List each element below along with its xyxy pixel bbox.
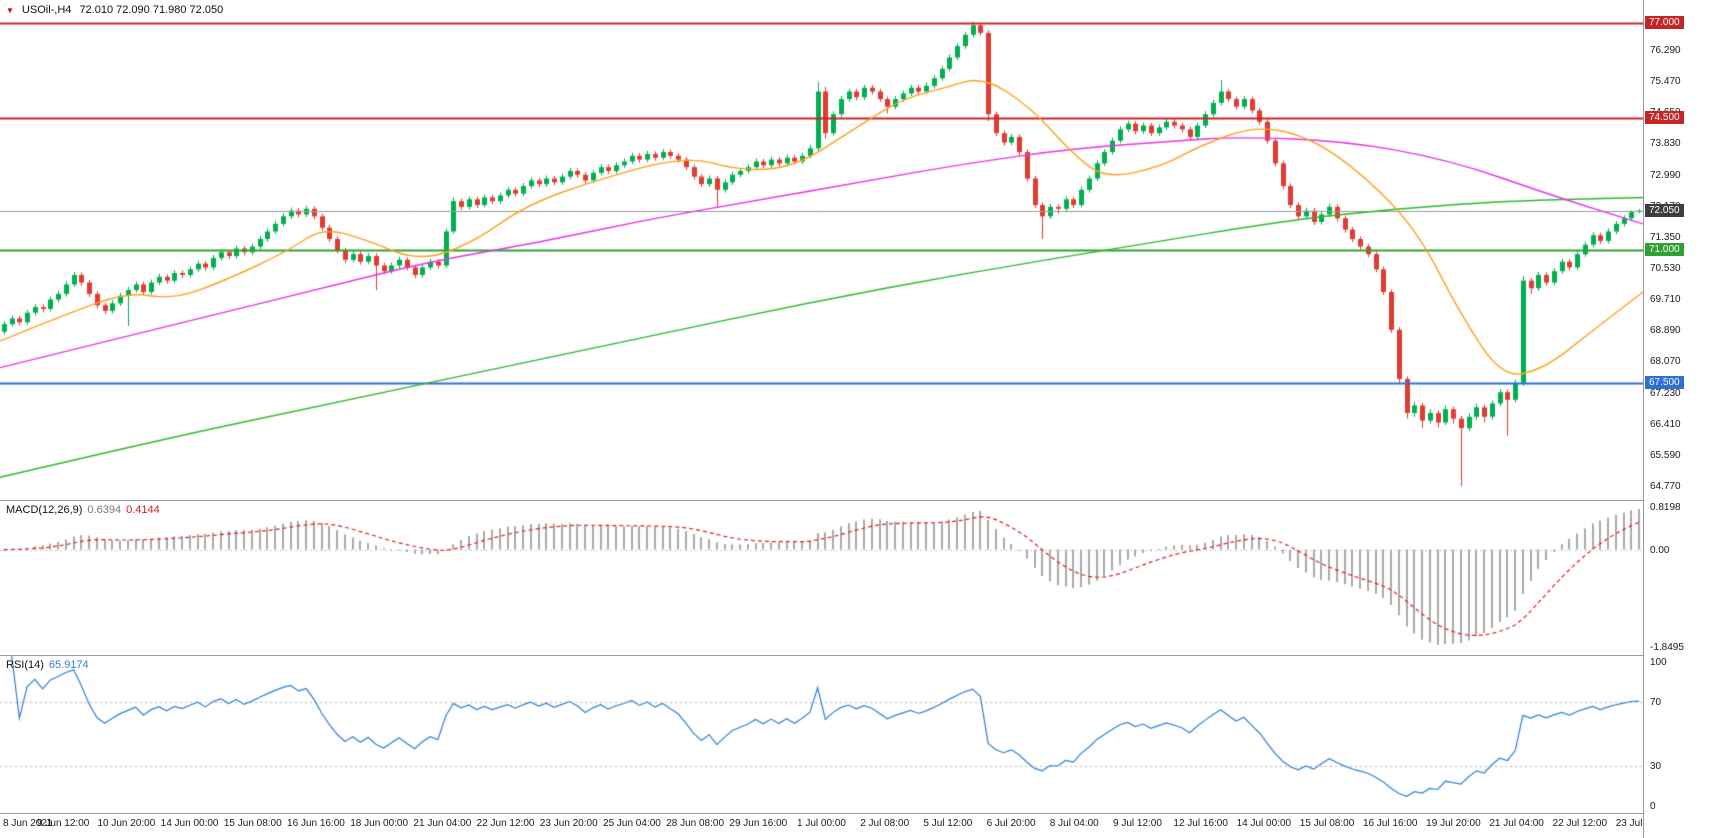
price-tick-label: 76.290 xyxy=(1650,45,1681,57)
time-label: 23 Jun 20:00 xyxy=(539,818,598,829)
macd-axis-label: -1.8495 xyxy=(1650,642,1684,654)
symbol-period-label: USOil-,H4 xyxy=(21,4,72,16)
macd-panel-canvas[interactable] xyxy=(0,500,1643,655)
macd-axis-label: 0.00 xyxy=(1650,544,1670,556)
symbol-marker-icon: ▼ xyxy=(6,5,14,15)
macd-main-value: 0.6394 xyxy=(87,504,122,516)
time-label: 9 Jun 12:00 xyxy=(37,818,90,829)
time-label: 8 Jul 04:00 xyxy=(1049,818,1099,829)
price-tick-label: 73.830 xyxy=(1650,138,1681,150)
time-label: 14 Jul 00:00 xyxy=(1236,818,1292,829)
rsi-panel-canvas[interactable] xyxy=(0,655,1643,813)
price-tick-label: 71.350 xyxy=(1650,232,1681,244)
time-label: 2 Jul 08:00 xyxy=(860,818,910,829)
rsi-value: 65.9174 xyxy=(48,659,89,671)
price-tick-label: 75.470 xyxy=(1650,76,1681,88)
macd-axis-label: 0.8198 xyxy=(1650,502,1681,513)
price-tick-label: 68.070 xyxy=(1650,356,1681,368)
time-label: 12 Jul 16:00 xyxy=(1173,818,1228,829)
macd-signal-value: 0.4144 xyxy=(126,504,160,516)
rsi-indicator-label: RSI(14) 65.9174 xyxy=(6,659,89,671)
price-level-badge: 72.050 xyxy=(1645,203,1684,217)
ohlc-values: 72.010 72.090 71.980 72.050 xyxy=(79,4,224,16)
time-label: 14 Jun 00:00 xyxy=(160,818,219,829)
time-label: 18 Jun 00:00 xyxy=(350,818,409,829)
rsi-axis-label: 70 xyxy=(1650,697,1662,709)
time-label: 16 Jun 16:00 xyxy=(287,818,345,829)
price-axis[interactable]: 0.8198 0.00 -1.8495 100 70 30 0 76.290 75.470 74.… xyxy=(1643,0,1723,838)
time-label: 22 Jun 12:00 xyxy=(476,818,535,829)
time-label: 19 Jul 20:00 xyxy=(1426,818,1481,829)
time-label: 15 Jul 08:00 xyxy=(1299,818,1355,829)
time-axis[interactable]: 8 Jun 2021 9 Jun 12:00 10 Jun 20:00 14 Jun … xyxy=(0,814,1670,838)
price-level-badge: 74.500 xyxy=(1645,111,1684,124)
price-tick-label: 67.230 xyxy=(1650,387,1681,399)
time-label: 15 Jun 08:00 xyxy=(223,818,282,829)
time-label: 1 Jul 00:00 xyxy=(797,818,846,829)
time-label: 9 Jul 12:00 xyxy=(1112,818,1162,829)
time-label: 28 Jun 08:00 xyxy=(666,818,725,829)
time-label: 6 Jul 20:00 xyxy=(986,818,1036,829)
price-tick-label: 64.770 xyxy=(1650,481,1681,492)
price-tick-label: 66.410 xyxy=(1650,418,1681,430)
rsi-name: RSI(14) xyxy=(6,659,44,671)
price-tick-label: 72.990 xyxy=(1650,170,1681,182)
time-label: 21 Jul 04:00 xyxy=(1489,818,1544,829)
time-label: 22 Jul 12:00 xyxy=(1552,818,1608,829)
rsi-axis-label: 30 xyxy=(1650,760,1662,772)
price-level-badge: 71.000 xyxy=(1645,243,1684,257)
chart-title: ▼ USOil-,H4 72.010 72.090 71.980 72.050 xyxy=(6,4,223,16)
macd-name: MACD(12,26,9) xyxy=(6,504,83,516)
time-label: 16 Jul 16:00 xyxy=(1362,818,1418,829)
time-label: 21 Jun 04:00 xyxy=(413,818,472,829)
price-tick-label: 69.710 xyxy=(1650,294,1681,306)
price-tick-label: 70.530 xyxy=(1650,263,1681,275)
price-level-badge: 77.000 xyxy=(1645,16,1684,30)
price-tick-label: 68.890 xyxy=(1650,325,1681,337)
rsi-axis-label: 100 xyxy=(1650,657,1667,668)
time-label: 10 Jun 20:00 xyxy=(97,818,156,829)
macd-indicator-label: MACD(12,26,9) 0.6394 0.4144 xyxy=(6,504,160,516)
time-axis-divider xyxy=(0,813,1723,814)
price-level-badge: 67.500 xyxy=(1645,375,1684,389)
macd-panel-divider xyxy=(0,500,1723,501)
time-label: 8 Jun 2021 xyxy=(3,818,53,829)
time-label: 29 Jun 16:00 xyxy=(729,818,788,829)
price-chart-canvas[interactable] xyxy=(0,0,1643,500)
rsi-axis-label: 0 xyxy=(1650,801,1656,812)
rsi-panel-divider xyxy=(0,655,1723,656)
price-tick-label: 65.590 xyxy=(1650,449,1681,461)
time-label: 5 Jul 12:00 xyxy=(923,818,973,829)
time-label: 25 Jun 04:00 xyxy=(603,818,661,829)
